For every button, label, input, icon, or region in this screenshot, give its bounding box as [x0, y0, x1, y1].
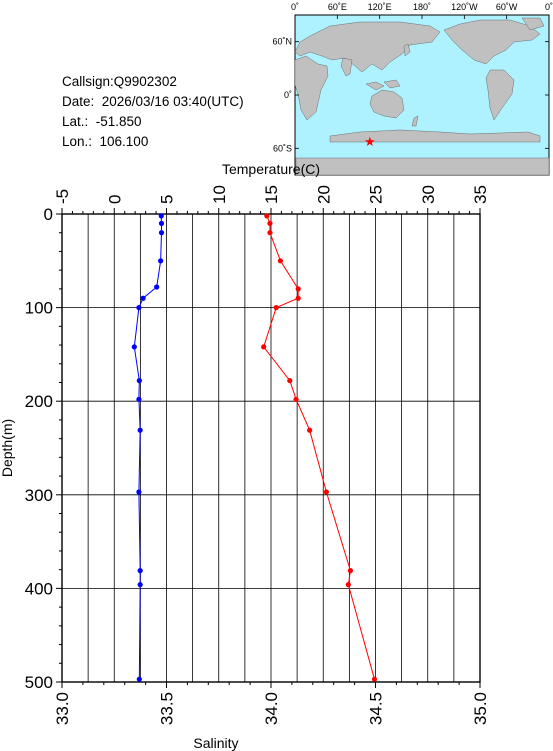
- map-lon-label: 120˚E: [368, 2, 392, 12]
- map-lat-label: 0˚: [284, 90, 292, 100]
- salinity-data-point: [154, 284, 160, 290]
- temperature-data-point: [267, 220, 273, 226]
- salinity-data-point: [136, 396, 142, 402]
- map-lat-label: 60˚N: [272, 37, 292, 47]
- salinity-tick-label: 33.5: [158, 692, 177, 725]
- salinity-data-point: [137, 427, 143, 433]
- temperature-data-point: [261, 344, 267, 350]
- temperature-data-point: [264, 213, 270, 219]
- salinity-data-point: [136, 305, 142, 311]
- salinity-data-point: [158, 230, 165, 236]
- depth-tick-label: 0: [44, 205, 53, 224]
- float-location-marker: ★: [364, 134, 376, 149]
- temperature-data-point: [347, 568, 354, 574]
- temperature-data-point: [323, 489, 329, 495]
- lat-text: Lat.: -51.850: [62, 114, 142, 129]
- temperature-tick-label: -5: [53, 189, 72, 204]
- temperature-tick-label: 20: [314, 185, 333, 204]
- temperature-tick-label: 10: [210, 185, 229, 204]
- temperature-data-point: [273, 305, 279, 311]
- temperature-data-point: [287, 378, 293, 384]
- map-lon-label: 0˚: [291, 2, 299, 12]
- depth-tick-label: 100: [25, 299, 53, 318]
- temperature-data-point: [295, 286, 301, 292]
- temperature-data-point: [345, 582, 351, 588]
- salinity-data-point: [136, 676, 142, 682]
- map-ocean: [294, 14, 550, 176]
- salinity-data-point: [131, 344, 137, 350]
- depth-tick-label: 200: [25, 392, 53, 411]
- salinity-profile-line: [133, 215, 162, 680]
- salinity-axis-title: Salinity: [193, 735, 238, 751]
- depth-tick-label: 500: [25, 673, 53, 692]
- depth-tick-label: 400: [25, 579, 53, 598]
- temperature-data-point: [267, 230, 273, 236]
- date-text: Date: 2026/03/16 03:40(UTC): [62, 94, 244, 109]
- depth-axis-title: Depth(m): [0, 419, 15, 477]
- salinity-tick-label: 33.0: [53, 692, 72, 725]
- depth-tick-label: 300: [25, 486, 53, 505]
- temperature-data-point: [293, 396, 299, 402]
- temperature-tick-label: 0: [105, 195, 124, 204]
- temperature-tick-label: 15: [262, 185, 281, 204]
- map-lon-label: 60˚W: [496, 2, 518, 12]
- salinity-data-point: [140, 295, 146, 301]
- temperature-tick-label: 35: [471, 185, 490, 204]
- map-land: [294, 17, 550, 176]
- salinity-tick-label: 35.0: [471, 692, 490, 725]
- temperature-axis-title: Temperature(C): [222, 161, 320, 177]
- salinity-tick-label: 34.5: [367, 692, 386, 725]
- map-lon-label: 120˚W: [451, 2, 478, 12]
- salinity-data-point: [158, 258, 164, 264]
- map-lon-label: 60˚E: [328, 2, 347, 12]
- temperature-data-point: [295, 295, 301, 301]
- callsign-text: Callsign:Q9902302: [62, 74, 177, 89]
- temperature-data-point: [277, 258, 284, 264]
- plot-frame: [61, 213, 481, 683]
- temperature-tick-label: 5: [158, 195, 177, 204]
- lon-text: Lon.: 106.100: [62, 134, 149, 149]
- temperature-profile-line: [263, 215, 375, 680]
- map-lon-label: 180˚: [413, 2, 431, 12]
- temperature-data-point: [371, 676, 378, 682]
- salinity-data-point: [136, 489, 142, 495]
- salinity-data-point: [136, 378, 142, 384]
- float-info: Callsign:Q9902302 Date: 2026/03/16 03:40…: [62, 72, 244, 152]
- map-lon-label: 0˚: [545, 2, 553, 12]
- salinity-data-point: [137, 568, 143, 574]
- salinity-data-point: [137, 582, 143, 588]
- temperature-tick-label: 30: [419, 185, 438, 204]
- salinity-data-point: [158, 220, 165, 226]
- salinity-data-point: [158, 213, 164, 219]
- temperature-tick-label: 25: [367, 185, 386, 204]
- salinity-tick-label: 34.0: [262, 692, 281, 725]
- temperature-data-point: [307, 427, 313, 433]
- map-lat-label: 60˚S: [273, 143, 292, 153]
